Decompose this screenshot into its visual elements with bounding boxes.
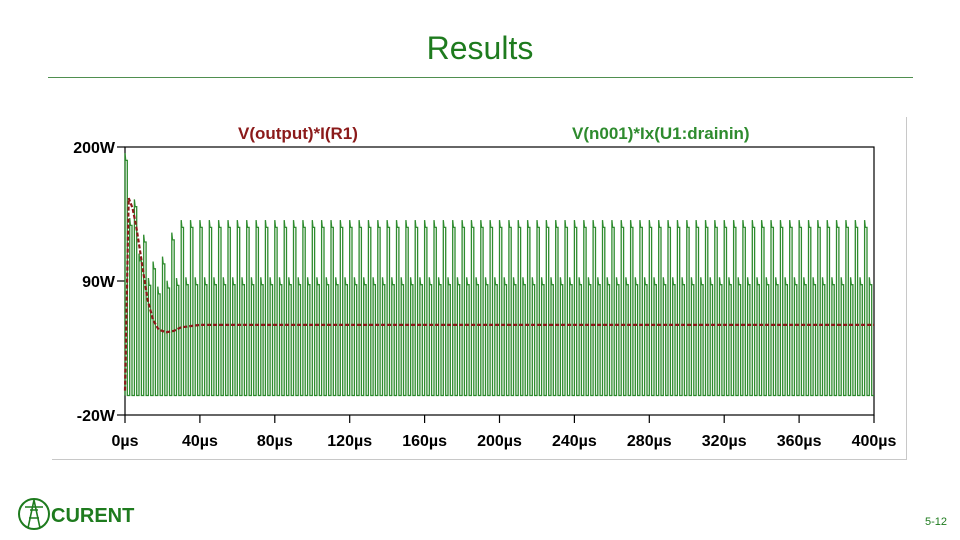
y-tick-label: -20W <box>77 408 116 425</box>
y-tick-label: 90W <box>82 274 116 291</box>
series-line-drain-power <box>124 153 874 397</box>
title-divider <box>48 77 913 78</box>
waveform-chart: 200W 90W -20W 0µs 40µs 80µs 120µs 160µs 200µs 240… <box>52 117 907 460</box>
x-tick-label: 400µs <box>852 433 897 450</box>
x-tick-label: 40µs <box>182 433 218 450</box>
legend-layer: V(output)*I(R1) V(n001)*Ix(U1:drainin) <box>238 124 750 143</box>
legend-output-power: V(output)*I(R1) <box>238 124 358 143</box>
x-tick-label: 0µs <box>111 433 138 450</box>
axes-group: 200W 90W -20W 0µs 40µs 80µs 120µs 160µs 200µs 240… <box>73 140 896 450</box>
series-line-output-power <box>123 197 874 391</box>
x-tick-label: 280µs <box>627 433 672 450</box>
logo-text: CURENT <box>51 505 134 527</box>
x-tick-label: 160µs <box>402 433 447 450</box>
x-tick-label: 80µs <box>257 433 293 450</box>
y-tick-label: 200W <box>73 140 116 157</box>
slide-title: Results <box>426 30 534 66</box>
x-tick-label: 120µs <box>327 433 372 450</box>
x-tick-label: 320µs <box>702 433 747 450</box>
series-layer <box>123 153 874 397</box>
tower-icon <box>18 498 50 530</box>
chart-svg: 200W 90W -20W 0µs 40µs 80µs 120µs 160µs 200µs 240… <box>73 124 896 450</box>
curent-logo: CURENT <box>18 498 134 530</box>
legend-drain-power: V(n001)*Ix(U1:drainin) <box>572 124 750 143</box>
x-tick-label: 240µs <box>552 433 597 450</box>
page-number: 5-12 <box>924 516 947 528</box>
x-tick-label: 360µs <box>777 433 822 450</box>
x-tick-label: 200µs <box>477 433 522 450</box>
